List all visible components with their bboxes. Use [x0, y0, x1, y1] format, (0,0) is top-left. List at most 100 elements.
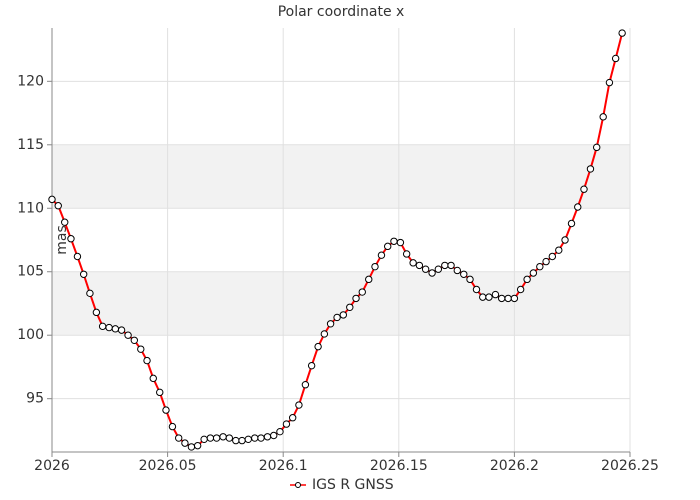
data-point [187, 443, 196, 451]
data-point [510, 294, 519, 303]
data-point [472, 285, 481, 294]
data-point [479, 293, 487, 301]
data-point [409, 259, 417, 267]
data-point [212, 434, 221, 442]
data-point [117, 326, 126, 334]
band [52, 144, 630, 209]
data-point [485, 293, 493, 301]
y-tick-label: 95 [26, 391, 44, 407]
data-point [434, 265, 443, 273]
data-point [561, 236, 569, 244]
data-point [555, 246, 563, 254]
data-point [137, 345, 145, 353]
data-point [156, 388, 164, 397]
data-point [415, 261, 424, 270]
data-point [402, 250, 411, 258]
data-point [611, 54, 620, 63]
data-point [320, 330, 329, 338]
data-point [352, 294, 360, 303]
data-point [257, 434, 265, 442]
data-point [124, 331, 132, 339]
data-point [206, 434, 215, 442]
data-point [326, 320, 335, 328]
data-point [92, 308, 101, 317]
data-point [270, 431, 278, 440]
data-point [225, 434, 234, 442]
data-point [48, 195, 56, 204]
data-point [497, 294, 506, 303]
data-point [441, 261, 449, 270]
data-point [168, 422, 177, 431]
x-tick-label: 2026.25 [601, 458, 659, 474]
data-point [567, 219, 576, 228]
data-point [200, 435, 208, 444]
data-point [73, 252, 82, 261]
chart-title: Polar coordinate x [278, 4, 405, 20]
data-point [149, 374, 157, 383]
data-point [105, 323, 113, 332]
data-point [54, 202, 62, 210]
x-tick-label: 2026.15 [370, 458, 428, 474]
data-point [365, 275, 373, 284]
data-point [447, 261, 455, 270]
data-point [251, 434, 259, 442]
data-point [523, 275, 531, 284]
data-point [193, 441, 202, 450]
legend-marker [295, 482, 301, 488]
data-point [428, 269, 436, 277]
data-point [232, 436, 240, 445]
data-point [548, 252, 557, 261]
legend-label: IGS R GNSS [312, 477, 394, 493]
data-point [377, 251, 386, 259]
y-tick-label: 100 [17, 327, 44, 343]
data-point [86, 289, 94, 298]
data-point [314, 342, 322, 351]
data-point [61, 218, 69, 226]
data-point [358, 288, 366, 296]
y-tick-label: 120 [17, 73, 44, 89]
data-point [605, 78, 614, 87]
data-point [333, 313, 341, 322]
data-point [599, 113, 607, 121]
data-point [219, 433, 227, 441]
x-tick-label: 2026 [34, 458, 70, 474]
data-point [529, 269, 538, 277]
data-point [491, 290, 500, 299]
band [52, 271, 630, 336]
data-point [466, 275, 474, 284]
data-point [67, 235, 75, 243]
y-tick-label: 115 [17, 137, 44, 153]
data-point [307, 361, 316, 370]
data-point [504, 294, 512, 303]
data-point [143, 356, 151, 365]
data-point [162, 406, 170, 414]
data-point [288, 414, 297, 422]
data-point [98, 322, 107, 331]
data-point [574, 203, 582, 211]
data-point [542, 257, 550, 266]
data-point [282, 420, 291, 428]
data-point [371, 262, 379, 271]
data-point [580, 185, 588, 193]
data-point [586, 165, 595, 173]
data-point [453, 266, 461, 275]
data-point [263, 433, 272, 441]
data-point [460, 270, 468, 278]
data-point [276, 427, 284, 436]
x-tick-label: 2026.2 [490, 458, 539, 474]
data-point [593, 143, 601, 152]
data-point [130, 336, 139, 344]
x-tick-label: 2026.1 [259, 458, 308, 474]
data-point [295, 401, 303, 409]
data-point [396, 238, 405, 247]
y-axis-label: mas [54, 225, 70, 255]
data-point [390, 237, 398, 245]
y-tick-label: 110 [17, 200, 44, 216]
x-tick-label: 2026.05 [139, 458, 197, 474]
data-point [244, 435, 252, 444]
data-point [618, 29, 626, 37]
data-point [339, 311, 348, 319]
data-point [536, 262, 544, 271]
